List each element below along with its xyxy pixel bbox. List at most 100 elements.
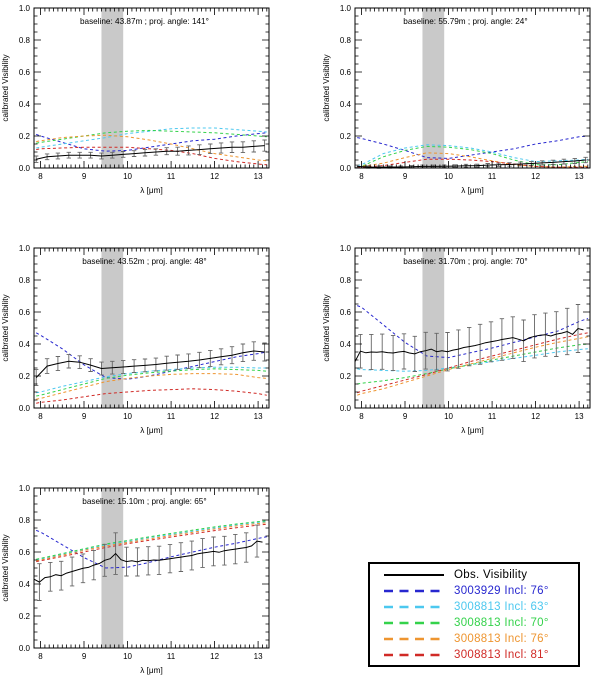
x-tick-label: 13 <box>254 412 263 421</box>
y-tick-label: 0.2 <box>340 132 352 141</box>
y-tick-labels: 0.0 0.2 0.4 0.6 0.8 1.0 <box>19 4 31 173</box>
legend-entry-model-red: 3008813 Incl: 81° <box>370 647 578 662</box>
legend-entry-label: 3008813 Incl: 70° <box>454 616 549 629</box>
x-axis-label: λ [μm] <box>140 186 162 195</box>
y-tick-labels: 0.0 0.2 0.4 0.6 0.8 1.0 <box>19 244 31 413</box>
y-tick-label: 0.8 <box>340 276 352 285</box>
x-tick-label: 12 <box>210 412 219 421</box>
y-tick-label: 1.0 <box>19 4 31 13</box>
x-tick-label: 12 <box>210 172 219 181</box>
model-line-blue <box>36 529 267 569</box>
shaded-band <box>422 8 445 168</box>
x-tick-label: 11 <box>167 172 176 181</box>
model-line-green <box>36 129 267 144</box>
y-tick-label: 0.8 <box>19 516 31 525</box>
dashed-line-sample <box>384 621 444 624</box>
legend-entry-model-green: 3008813 Incl: 70° <box>370 615 578 630</box>
legend-box: Obs. Visibility 3003929 Incl: 76° 300881… <box>368 562 580 667</box>
x-tick-labels: 8 9 10 11 12 13 <box>38 412 263 421</box>
model-line-cyan <box>357 348 588 372</box>
model-line-cyan <box>36 366 267 394</box>
y-axis-label: calibrated Visibility <box>1 293 10 361</box>
dashed-line-sample <box>384 605 444 608</box>
legend-entry-model-blue: 3003929 Incl: 76° <box>370 583 578 598</box>
panel-1: 8 9 10 11 12 13 0.0 0.2 0.4 0.6 0.8 1.0 λ [μm] calibr… <box>1 4 270 195</box>
y-tick-label: 0.0 <box>19 164 31 173</box>
axis-ticks <box>355 247 590 409</box>
axis-ticks <box>34 247 269 409</box>
dashed-line-sample <box>384 589 444 592</box>
y-tick-label: 0.6 <box>19 548 31 557</box>
x-tick-label: 11 <box>167 652 176 661</box>
model-line-red <box>36 523 267 563</box>
x-tick-label: 8 <box>38 412 43 421</box>
y-tick-label: 1.0 <box>340 4 352 13</box>
y-tick-label: 0.4 <box>19 580 31 589</box>
x-tick-label: 8 <box>38 172 43 181</box>
model-line-green <box>357 145 588 168</box>
model-line-red <box>357 332 588 394</box>
y-tick-label: 0.0 <box>19 404 31 413</box>
model-line-green <box>36 368 267 397</box>
y-tick-label: 1.0 <box>19 484 31 493</box>
shaded-band <box>422 248 445 408</box>
obs-visibility-line <box>357 159 586 168</box>
x-tick-label: 10 <box>123 412 132 421</box>
x-tick-label: 13 <box>254 172 263 181</box>
x-tick-labels: 8 9 10 11 12 13 <box>359 412 584 421</box>
axes-box <box>354 7 591 169</box>
y-tick-label: 0.0 <box>19 644 31 653</box>
obs-visibility-line <box>36 145 265 160</box>
y-tick-label: 1.0 <box>19 244 31 253</box>
y-tick-label: 0.4 <box>340 100 352 109</box>
panel-3: 8 9 10 11 12 13 0.0 0.2 0.4 0.6 0.8 1.0 λ [μm] calibr… <box>1 244 270 435</box>
x-tick-label: 10 <box>123 652 132 661</box>
y-tick-label: 0.8 <box>340 36 352 45</box>
error-bars <box>37 524 260 601</box>
panel-title: baseline: 43.52m ; proj. angle: 48° <box>82 257 206 266</box>
model-line-red <box>36 146 267 166</box>
legend-entry-obs: Obs. Visibility <box>370 567 578 582</box>
x-tick-label: 8 <box>38 652 43 661</box>
panel-title: baseline: 31.70m ; proj. angle: 70° <box>403 257 527 266</box>
y-tick-labels: 0.0 0.2 0.4 0.6 0.8 1.0 <box>340 244 352 413</box>
y-tick-label: 0.8 <box>19 276 31 285</box>
y-tick-label: 0.6 <box>340 68 352 77</box>
y-tick-label: 0.2 <box>19 372 31 381</box>
axis-ticks <box>34 487 269 649</box>
y-tick-label: 0.8 <box>19 36 31 45</box>
model-line-cyan <box>36 521 267 561</box>
obs-visibility-line <box>35 350 265 378</box>
x-axis-label: λ [μm] <box>461 426 483 435</box>
y-tick-label: 0.6 <box>19 68 31 77</box>
axis-ticks <box>355 7 590 169</box>
y-axis-label: calibrated Visibility <box>1 53 10 121</box>
model-line-red <box>357 158 588 168</box>
model-line-green <box>36 520 267 560</box>
panel-4: 8 9 10 11 12 13 0.0 0.2 0.4 0.6 0.8 1.0 λ [μm] calibr… <box>322 244 591 435</box>
obs-visibility-line <box>33 540 263 583</box>
axes-box <box>33 487 270 649</box>
axes-box <box>33 247 270 409</box>
legend-entry-label: 3008813 Incl: 63° <box>454 600 549 613</box>
y-axis-label: calibrated Visibility <box>322 293 331 361</box>
model-line-cyan <box>357 144 588 167</box>
legend-entry-model-cyan: 3008813 Incl: 63° <box>370 599 578 614</box>
panel-2: 8 9 10 11 12 13 0.0 0.2 0.4 0.6 0.8 1.0 λ [μm] calibr… <box>322 4 591 195</box>
legend-entry-label: 3008813 Incl: 81° <box>454 648 549 661</box>
panel-title: baseline: 43.87m ; proj. angle: 141° <box>80 17 209 26</box>
legend-entry-label: Obs. Visibility <box>454 568 528 581</box>
axis-ticks <box>34 7 269 169</box>
x-tick-label: 8 <box>359 172 364 181</box>
y-tick-label: 1.0 <box>340 244 352 253</box>
legend-entry-model-orange: 3008813 Incl: 76° <box>370 631 578 646</box>
model-line-orange <box>36 373 267 400</box>
x-tick-labels: 8 9 10 11 12 13 <box>38 652 263 661</box>
shaded-band <box>101 8 124 168</box>
x-axis-label: λ [μm] <box>140 426 162 435</box>
dashed-line-sample <box>384 653 444 656</box>
model-line-cyan <box>36 127 267 149</box>
x-tick-label: 9 <box>403 412 408 421</box>
x-tick-label: 8 <box>359 412 364 421</box>
